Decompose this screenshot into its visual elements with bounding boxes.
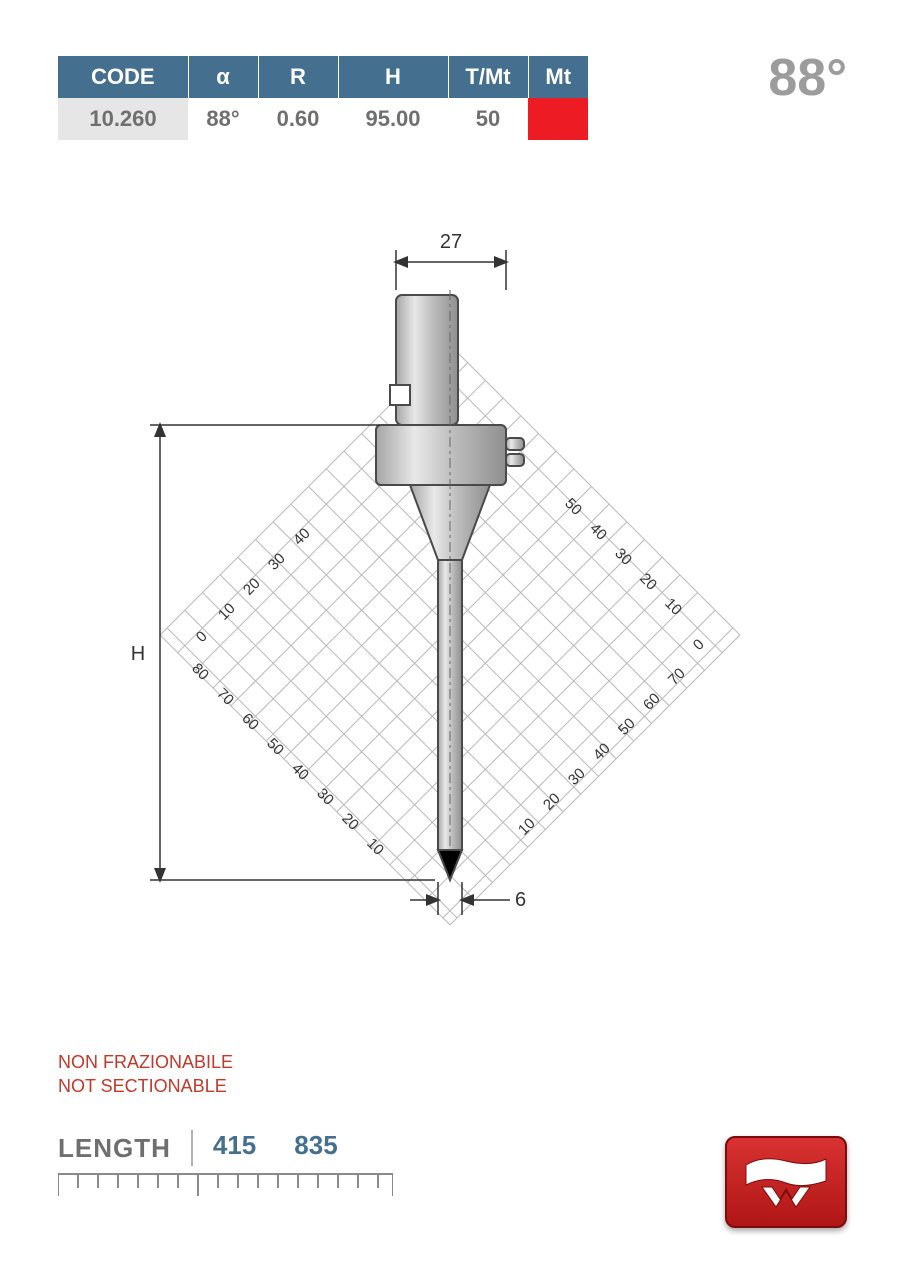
length-label: LENGTH (58, 1130, 193, 1166)
svg-text:10: 10 (215, 600, 239, 624)
val-mt-swatch (528, 98, 588, 140)
svg-text:0: 0 (690, 636, 708, 654)
tool-diagram: 0 10 20 30 40 80 70 60 50 40 30 20 10 50… (110, 220, 810, 940)
col-mt: Mt (528, 56, 588, 98)
svg-text:50: 50 (561, 495, 585, 519)
note-line-2: NOT SECTIONABLE (58, 1074, 233, 1098)
svg-text:50: 50 (263, 735, 287, 759)
svg-text:30: 30 (611, 545, 635, 569)
val-alpha: 88° (188, 98, 258, 140)
svg-text:10: 10 (363, 835, 387, 859)
svg-text:10: 10 (661, 595, 685, 619)
dim-top (396, 250, 506, 290)
dim-bottom (410, 882, 510, 915)
col-r: R (258, 56, 338, 98)
grid-labels-lower-right: 0 70 60 50 40 30 20 10 (515, 636, 708, 839)
dim-top-value: 27 (440, 231, 462, 253)
svg-text:30: 30 (565, 765, 589, 789)
grid-labels-lower-left: 80 70 60 50 40 30 20 10 (188, 660, 387, 859)
svg-text:60: 60 (640, 690, 664, 714)
spec-table: CODE α R H T/Mt Mt 10.260 88° 0.60 95.00… (58, 56, 588, 140)
svg-text:40: 40 (590, 740, 614, 764)
brand-logo (725, 1136, 847, 1228)
note-line-1: NON FRAZIONABILE (58, 1050, 233, 1074)
col-alpha: α (188, 56, 258, 98)
svg-text:20: 20 (240, 575, 264, 599)
val-r: 0.60 (258, 98, 338, 140)
dim-h-label: H (131, 643, 145, 665)
svg-text:30: 30 (313, 785, 337, 809)
val-code: 10.260 (58, 98, 188, 140)
col-tmt: T/Mt (448, 56, 528, 98)
svg-text:20: 20 (636, 570, 660, 594)
length-value-1: 415 (213, 1130, 256, 1161)
svg-text:40: 40 (290, 525, 314, 549)
col-h: H (338, 56, 448, 98)
grid-labels-upper-left: 0 10 20 30 40 (193, 525, 314, 646)
grid-labels-upper-right: 50 40 30 20 10 (561, 495, 685, 619)
svg-text:30: 30 (265, 550, 289, 574)
val-tmt: 50 (448, 98, 528, 140)
dim-bottom-value: 6 (515, 889, 526, 911)
length-row: LENGTH 415 835 (58, 1130, 338, 1166)
svg-text:70: 70 (213, 685, 237, 709)
svg-text:20: 20 (338, 810, 362, 834)
svg-text:40: 40 (288, 760, 312, 784)
dim-height (150, 425, 435, 880)
svg-text:50: 50 (615, 715, 639, 739)
punch-tool (376, 290, 524, 880)
sectionable-note: NON FRAZIONABILE NOT SECTIONABLE (58, 1050, 233, 1099)
svg-text:0: 0 (193, 628, 211, 646)
svg-text:80: 80 (188, 660, 212, 684)
svg-text:70: 70 (665, 665, 689, 689)
val-h: 95.00 (338, 98, 448, 140)
length-value-2: 835 (294, 1130, 337, 1161)
ruler-graphic (58, 1172, 393, 1200)
col-code: CODE (58, 56, 188, 98)
angle-heading: 88° (768, 48, 847, 108)
svg-text:20: 20 (540, 790, 564, 814)
